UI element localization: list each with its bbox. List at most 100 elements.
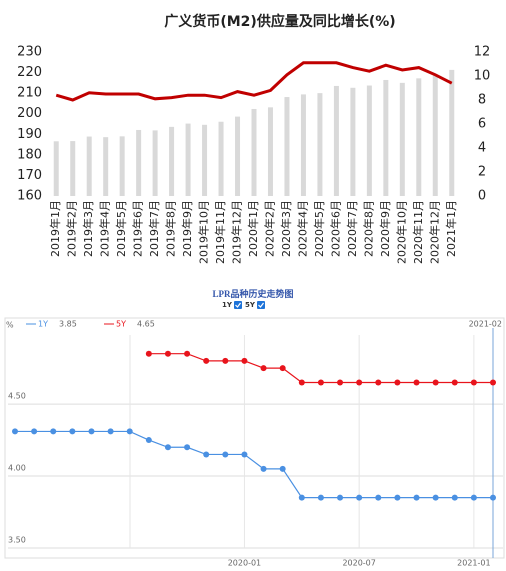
point: [164, 444, 171, 451]
checkbox-label: 5Y: [245, 301, 256, 309]
x-tick-label: 2021年1月: [444, 200, 458, 257]
y-tick-label: 210: [17, 86, 42, 101]
bar: [119, 136, 125, 196]
point: [413, 379, 420, 386]
x-tick-label: 2019年1月: [48, 200, 62, 257]
bar: [218, 121, 224, 196]
point: [241, 357, 248, 364]
x-tick-label: 2019年4月: [98, 200, 112, 257]
x-tick-label: 2020年4月: [295, 200, 309, 257]
point: [490, 494, 496, 501]
x-tick-label: 2020年12月: [427, 200, 441, 264]
bar: [284, 97, 290, 196]
chart-title: LPR品种历史走势图: [212, 288, 293, 299]
x-tick-label: 2020年6月: [328, 200, 342, 257]
y-tick-label: 230: [17, 45, 42, 60]
point: [490, 379, 496, 386]
y-axis-label: %: [6, 321, 14, 330]
y-tick-label: 170: [17, 168, 42, 183]
chart-title: 广义货币(M2)供应量及同比增长(%): [164, 13, 395, 30]
point: [222, 451, 229, 458]
bar: [333, 85, 339, 196]
point: [203, 451, 210, 458]
x-tick-label: 2020年8月: [361, 200, 375, 257]
bar: [366, 85, 372, 196]
checkbox[interactable]: [234, 301, 242, 309]
legend-label: 1Y: [38, 320, 48, 329]
y-tick-label: 220: [17, 65, 42, 80]
x-tick-label: 2019年5月: [114, 200, 128, 257]
x-tick-label: 2019年2月: [65, 200, 79, 257]
bar: [383, 79, 389, 196]
point: [432, 379, 439, 386]
y-tick-label: 180: [17, 147, 42, 162]
bar: [103, 137, 109, 196]
x-tick-label: 2019年11月: [213, 200, 227, 264]
x-tick-label: 2021-01: [457, 559, 490, 568]
point: [88, 428, 95, 435]
annotation: 2021-02: [469, 320, 502, 329]
point: [203, 357, 210, 364]
point: [107, 428, 114, 435]
x-tick-label: 2019年10月: [197, 200, 211, 264]
x-tick-label: 2020年9月: [378, 200, 392, 257]
point: [279, 465, 286, 472]
point: [394, 494, 401, 501]
x-tick-label: 2019年6月: [131, 200, 145, 257]
y-tick-label: 190: [17, 127, 42, 142]
y-tick-label: 4.50: [8, 392, 26, 401]
point: [356, 494, 363, 501]
point: [298, 379, 305, 386]
point: [298, 494, 305, 501]
point: [337, 494, 344, 501]
x-tick-label: 2020年5月: [312, 200, 326, 257]
bar: [350, 87, 356, 196]
point: [241, 451, 248, 458]
checkbox[interactable]: [257, 301, 265, 309]
point: [145, 350, 152, 357]
point: [184, 350, 191, 357]
point: [394, 379, 401, 386]
y2-tick-label: 6: [478, 117, 486, 132]
x-tick-label: 2019年8月: [164, 200, 178, 257]
line: [15, 430, 493, 499]
point: [337, 379, 344, 386]
point: [317, 379, 324, 386]
bar: [416, 78, 422, 196]
point: [470, 494, 477, 501]
point: [317, 494, 324, 501]
y-tick-label: 200: [17, 106, 42, 121]
point: [50, 428, 57, 435]
point: [12, 428, 18, 435]
point: [279, 365, 286, 372]
point: [413, 494, 420, 501]
y-tick-label: 160: [17, 189, 42, 204]
point: [356, 379, 363, 386]
bar: [185, 123, 191, 196]
bar: [53, 141, 59, 196]
legend-value: 3.85: [59, 320, 77, 329]
point: [184, 444, 191, 451]
point: [164, 350, 171, 357]
point: [69, 428, 76, 435]
y2-tick-label: 0: [478, 189, 486, 204]
frame: [4, 317, 505, 559]
point: [470, 379, 477, 386]
bar: [300, 94, 306, 196]
x-tick-label: 2020年7月: [345, 200, 359, 257]
bar: [86, 136, 92, 196]
point: [375, 494, 382, 501]
legend-label: 5Y: [116, 320, 126, 329]
point: [260, 365, 267, 372]
bar: [235, 116, 241, 196]
bar: [449, 69, 455, 196]
bar: [251, 108, 257, 196]
point: [260, 465, 267, 472]
checkbox-tick: [235, 302, 241, 308]
point: [432, 494, 439, 501]
x-tick-label: 2019年7月: [147, 200, 161, 257]
x-tick-label: 2019年9月: [180, 200, 194, 257]
bar: [169, 126, 175, 196]
